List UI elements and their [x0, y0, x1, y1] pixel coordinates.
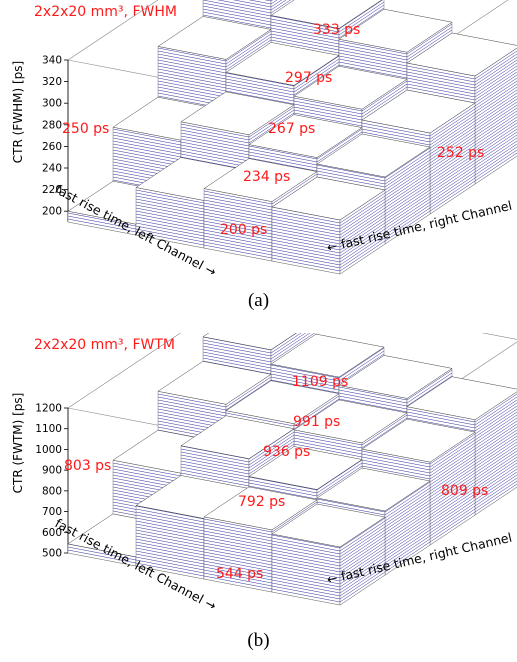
z-tick-label: 1200: [35, 403, 62, 415]
z-axis: 200 220 240 260 280 300 320 340: [42, 55, 69, 222]
z-tick-label: 300: [42, 98, 62, 110]
chart-title: 2x2x20 mm³, FWTM: [34, 337, 175, 353]
bars: [67, 0, 517, 275]
value-label: 936 ps: [263, 444, 310, 460]
chart-panel-b: 2x2x20 mm³, FWTM 500 600 700 800 900 1000 1100…: [0, 333, 517, 623]
bar-3-3: [271, 503, 386, 606]
z-axis: 500 600 700 800 900 1000 1100 1200: [35, 403, 69, 560]
z-tick-label: 900: [42, 465, 62, 477]
z-tick-label: 800: [42, 485, 62, 497]
z-tick-label: 240: [42, 163, 62, 175]
value-label: 809 ps: [441, 483, 488, 499]
z-tick-label: 1000: [35, 444, 62, 456]
value-label: 1109 ps: [292, 374, 348, 390]
z-tick-label: 260: [42, 141, 62, 153]
z-axis-title: CTR (FWTM) [ps]: [11, 393, 25, 494]
z-tick-label: 220: [42, 184, 62, 196]
chart-svg-a: 200 220 240 260 280 300 320 340 333 ps 297 ps 250 …: [11, 0, 517, 279]
z-tick-label: 700: [42, 506, 62, 518]
z-axis-title: CTR (FWHM) [ps]: [11, 61, 25, 163]
bars: [67, 333, 517, 606]
z-tick-label: 200: [42, 206, 62, 218]
value-labels: 1109 ps 991 ps 936 ps 803 ps 792 ps 809 ps 544…: [64, 374, 488, 582]
value-labels: 333 ps 297 ps 250 ps 267 ps 252 ps 234 ps 200 …: [62, 22, 484, 238]
value-label: 792 ps: [238, 494, 285, 510]
chart-title: 2x2x20 mm³, FWHM: [34, 4, 177, 20]
caption-b: (b): [247, 630, 270, 651]
z-tick-label: 320: [42, 76, 62, 88]
value-label: 333 ps: [313, 22, 360, 38]
value-label: 252 ps: [437, 145, 484, 161]
z-tick-label: 280: [42, 119, 62, 131]
value-label: 267 ps: [268, 121, 315, 137]
z-tick-label: 340: [42, 55, 62, 67]
bar-3-3: [271, 176, 386, 275]
chart-svg-b: 500 600 700 800 900 1000 1100 1200 1109 ps 991 ps…: [11, 333, 517, 613]
caption-a: (a): [247, 290, 270, 311]
z-tick-label: 1100: [35, 423, 62, 435]
z-tick-label: 600: [42, 527, 62, 539]
value-label: 991 ps: [293, 414, 340, 430]
value-label: 297 ps: [285, 70, 332, 86]
value-label: 544 ps: [216, 566, 263, 582]
value-label: 234 ps: [243, 169, 290, 185]
chart-panel-a: 2x2x20 mm³, FWHM 200 220 240 260 280 300 320 34…: [0, 0, 517, 305]
value-label: 250 ps: [62, 121, 109, 137]
z-tick-label: 500: [42, 548, 62, 560]
value-label: 803 ps: [64, 458, 111, 474]
value-label: 200 ps: [220, 222, 267, 238]
